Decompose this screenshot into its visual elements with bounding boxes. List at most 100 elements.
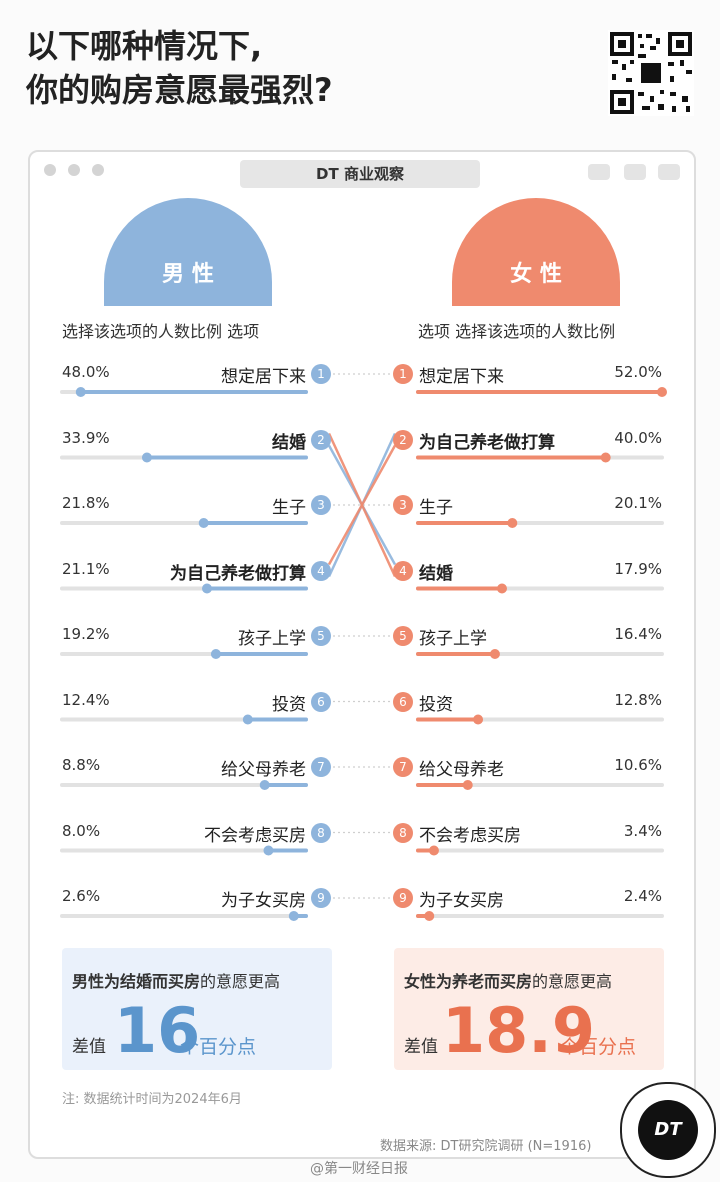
- chat-icon: [588, 164, 610, 180]
- female-summary-rest: 的意愿更高: [532, 972, 613, 991]
- female-rank-5: 5: [393, 626, 413, 646]
- window-controls: [44, 164, 104, 176]
- female-pct-3: 20.1%: [614, 494, 662, 512]
- male-label-8: 不会考虑买房: [204, 825, 306, 846]
- female-pct-6: 12.8%: [614, 690, 662, 709]
- female-rank-2: 2: [393, 429, 413, 450]
- male-label-5: 孩子上学: [238, 629, 306, 649]
- female-label-6: 投资: [419, 694, 453, 715]
- female-bar-dot-9: [424, 911, 435, 921]
- female-bar-dot-3: [507, 518, 518, 528]
- male-rank-7: 7: [311, 757, 331, 777]
- footnote: 注: 数据统计时间为2024年6月: [62, 1092, 242, 1107]
- female-bar-dot-7: [462, 780, 473, 790]
- male-label-2: 结婚: [272, 432, 306, 453]
- close-icon: [44, 164, 56, 176]
- weibo-credit: @第一财经日报: [310, 1161, 408, 1177]
- female-label-3: 生子: [419, 498, 453, 518]
- chart-canvas: [60, 373, 667, 921]
- dt-logo: DT: [620, 1082, 716, 1178]
- title-line-1: 以下哪种情况下,: [26, 27, 263, 65]
- female-label: 女 性: [510, 262, 562, 287]
- male-pct-8: 8.0%: [62, 821, 101, 840]
- female-rank-3: 3: [393, 495, 413, 515]
- window-icon: [658, 164, 680, 180]
- male-bar-dot-2: [141, 452, 152, 463]
- female-summary-box: 女性为养老而买房的意愿更高 差值 18.9 个百分点: [394, 948, 664, 1070]
- male-bar-dot-3: [198, 518, 209, 528]
- female-rank-6: 6: [393, 691, 413, 712]
- male-bar-dot-4: [201, 583, 212, 594]
- title-line-2: 你的购房意愿最强烈?: [26, 71, 333, 109]
- male-label-1: 想定居下来: [221, 367, 306, 387]
- female-pct-9: 2.4%: [623, 887, 662, 905]
- female-rank-7: 7: [393, 757, 413, 777]
- female-pct-4: 17.9%: [614, 559, 662, 578]
- male-summary-highlight: 男性为结婚而买房: [72, 972, 201, 991]
- male-summary-box: 男性为结婚而买房的意愿更高 差值 16 个百分点: [62, 948, 332, 1070]
- female-pct-1: 52.0%: [614, 363, 662, 381]
- male-rank-2: 2: [311, 429, 331, 450]
- female-label-4: 结婚: [419, 563, 453, 584]
- male-summary-rest: 的意愿更高: [200, 972, 281, 991]
- male-bar-dot-1: [75, 387, 86, 397]
- male-pct-5: 19.2%: [62, 625, 110, 643]
- female-bar-dot-4: [496, 583, 507, 594]
- female-label-1: 想定居下来: [419, 367, 504, 387]
- male-label-3: 生子: [272, 498, 306, 518]
- male-diff-label: 差值: [72, 1037, 106, 1057]
- female-label-8: 不会考虑买房: [419, 825, 521, 846]
- female-pct-8: 3.4%: [623, 821, 662, 840]
- data-source: 数据来源: DT研究院调研 (N=1916): [380, 1139, 592, 1154]
- female-summary-highlight: 女性为养老而买房: [404, 972, 533, 991]
- male-pct-1: 48.0%: [62, 363, 110, 381]
- male-pct-4: 21.1%: [62, 559, 110, 578]
- male-rank-3: 3: [311, 495, 331, 515]
- male-rank-6: 6: [311, 691, 331, 712]
- male-label-4: 为自己养老做打算: [170, 563, 306, 584]
- male-bar-dot-9: [288, 911, 299, 921]
- male-pct-7: 8.8%: [62, 756, 101, 774]
- male-diff-unit: 个百分点: [180, 1036, 257, 1058]
- female-diff-unit: 个百分点: [560, 1036, 637, 1058]
- maximize-icon: [92, 164, 104, 176]
- female-diff-label: 差值: [404, 1037, 438, 1057]
- male-rank-9: 9: [311, 888, 331, 908]
- cross-connector-female-4: [327, 432, 397, 578]
- brand-title: DT 商业观察: [240, 160, 480, 188]
- male-bar-dot-8: [263, 845, 274, 856]
- female-bar-dot-2: [600, 452, 611, 463]
- female-label-9: 为子女买房: [419, 891, 504, 911]
- male-bar-dot-5: [210, 649, 221, 659]
- female-rank-9: 9: [393, 888, 413, 908]
- male-pct-9: 2.6%: [62, 887, 101, 905]
- qr-code-icon[interactable]: [608, 30, 694, 116]
- female-pct-5: 16.4%: [614, 625, 662, 643]
- male-label-7: 给父母养老: [221, 760, 306, 780]
- male-label: 男 性: [162, 262, 214, 287]
- female-bar-dot-8: [428, 845, 439, 856]
- female-pct-7: 10.6%: [614, 756, 662, 774]
- female-bar-dot-5: [489, 649, 500, 659]
- female-label-7: 给父母养老: [419, 760, 504, 780]
- home-icon: [624, 164, 646, 180]
- female-rank-1: 1: [393, 364, 413, 384]
- male-pct-2: 33.9%: [62, 428, 110, 447]
- page-title: 以下哪种情况下, 你的购房意愿最强烈?: [26, 24, 333, 112]
- female-rank-8: 8: [393, 822, 413, 843]
- male-diff-value: 16: [114, 994, 201, 1067]
- male-rank-4: 4: [311, 560, 331, 581]
- male-rank-1: 1: [311, 364, 331, 384]
- male-label-6: 投资: [272, 694, 306, 715]
- male-pct-3: 21.8%: [62, 494, 110, 512]
- male-bar-dot-7: [259, 780, 270, 790]
- female-bar-dot-1: [657, 387, 667, 397]
- male-column-header: 选择该选项的人数比例 选项: [62, 322, 260, 341]
- female-rank-4: 4: [393, 560, 413, 581]
- female-pct-2: 40.0%: [614, 428, 662, 447]
- minimize-icon: [68, 164, 80, 176]
- male-label-9: 为子女买房: [221, 891, 306, 911]
- female-column-header: 选项 选择该选项的人数比例: [418, 322, 616, 341]
- male-pct-6: 12.4%: [62, 690, 110, 709]
- female-bar-dot-6: [473, 714, 484, 725]
